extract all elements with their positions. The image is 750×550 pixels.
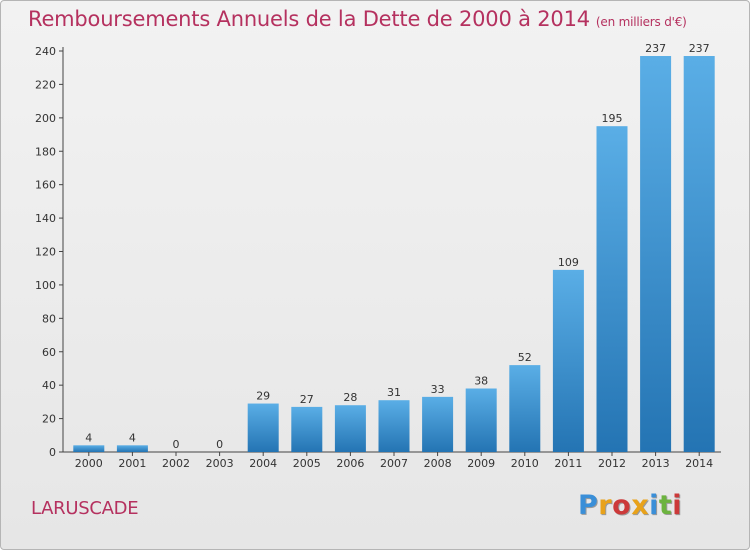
y-tick-label: 220 (35, 78, 56, 91)
value-label-2004: 29 (256, 390, 270, 403)
x-tick-label-2007: 2007 (380, 457, 408, 470)
x-tick-label-2006: 2006 (336, 457, 364, 470)
bar-2011 (552, 269, 584, 452)
value-label-2001: 4 (129, 431, 136, 444)
bars (73, 56, 715, 452)
x-tick-label-2012: 2012 (598, 457, 626, 470)
bar-2006 (334, 405, 366, 452)
x-tick-label-2005: 2005 (293, 457, 321, 470)
logo-letter: i (649, 490, 659, 521)
x-tick-label-2009: 2009 (467, 457, 495, 470)
y-tick-label: 240 (35, 45, 56, 58)
value-label-2014: 237 (689, 42, 710, 55)
value-label-2009: 38 (474, 375, 488, 388)
chart-title: Remboursements Annuels de la Dette de 20… (28, 7, 687, 31)
x-tick-label-2010: 2010 (511, 457, 539, 470)
bar-2005 (291, 406, 323, 452)
value-label-2013: 237 (645, 42, 666, 55)
value-label-2007: 31 (387, 386, 401, 399)
bar-2008 (422, 396, 454, 452)
y-tick-label: 200 (35, 112, 56, 125)
bar-2004 (247, 403, 279, 452)
y-tick-label: 60 (42, 346, 56, 359)
y-tick-label: 20 (42, 413, 56, 426)
value-label-2003: 0 (216, 438, 223, 451)
chart-title-text: Remboursements Annuels de la Dette de 20… (28, 7, 590, 31)
logo-letter: r (598, 490, 613, 521)
bar-2009 (465, 388, 497, 452)
chart-unit: (en milliers d'€) (595, 15, 687, 29)
y-tick-label: 0 (49, 446, 56, 459)
x-tick-label-2013: 2013 (642, 457, 670, 470)
value-label-2012: 195 (602, 112, 623, 125)
value-label-2002: 0 (173, 438, 180, 451)
bar-2010 (509, 365, 541, 452)
y-tick-label: 160 (35, 179, 56, 192)
y-tick-label: 120 (35, 246, 56, 259)
value-label-2011: 109 (558, 256, 579, 269)
x-tick-label-2001: 2001 (118, 457, 146, 470)
bar-2012 (596, 126, 628, 452)
logo-letter: P (578, 490, 599, 521)
y-tick-label: 140 (35, 212, 56, 225)
logo-letter: x (631, 490, 650, 521)
value-label-2000: 4 (85, 431, 92, 444)
proxiti-logo: Proxiti (578, 490, 682, 521)
bar-2007 (378, 400, 410, 452)
bar-2000 (73, 445, 105, 452)
x-tick-label-2003: 2003 (206, 457, 234, 470)
value-label-2010: 52 (518, 351, 532, 364)
bar-2013 (640, 56, 672, 452)
x-tick-label-2002: 2002 (162, 457, 190, 470)
x-tick-label-2004: 2004 (249, 457, 277, 470)
x-tick-label-2014: 2014 (685, 457, 713, 470)
bar-2001 (116, 445, 148, 452)
y-tick-label: 100 (35, 279, 56, 292)
logo-letter: t (658, 490, 673, 521)
bar-2014 (683, 56, 715, 452)
x-tick-label-2011: 2011 (554, 457, 582, 470)
y-tick-label: 40 (42, 379, 56, 392)
commune-name: LARUSCADE (31, 498, 139, 519)
value-label-2006: 28 (343, 391, 357, 404)
y-tick-label: 80 (42, 312, 56, 325)
value-label-2008: 33 (431, 383, 445, 396)
x-tick-label-2000: 2000 (75, 457, 103, 470)
value-label-2005: 27 (300, 393, 314, 406)
logo-letter: o (612, 490, 632, 521)
logo-letter: i (672, 490, 683, 521)
x-tick-label-2008: 2008 (424, 457, 452, 470)
value-labels: 4 4 0 0 29 27 28 31 33 38 52 109 195 237 237 (85, 42, 709, 451)
y-tick-label: 180 (35, 145, 56, 158)
